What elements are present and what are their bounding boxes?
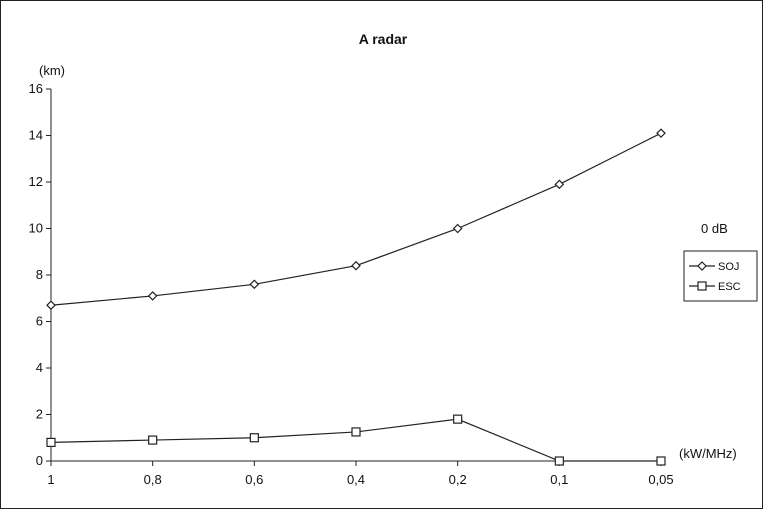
x-tick-label: 0,6 [245,472,263,487]
y-axis-label: (km) [39,63,65,78]
data-point [554,179,565,190]
y-tick-label: 10 [29,221,43,236]
x-tick-label: 0,1 [550,472,568,487]
data-point [452,223,463,234]
data-point [249,433,259,443]
data-point [249,279,260,290]
x-tick-label: 0,05 [648,472,673,487]
series-line-soj [50,132,662,306]
chart-title: A radar [359,31,408,47]
data-point [656,128,666,139]
annotation-label: 0 dB [701,221,728,236]
y-tick-label: 0 [36,453,43,468]
x-tick-label: 0,4 [347,472,365,487]
data-point [554,456,564,466]
series-line-esc [50,418,661,462]
y-tick-label: 14 [29,128,43,143]
data-point [656,456,666,466]
legend-label: SOJ [718,261,739,273]
legend-marker [697,281,707,291]
y-ticks: 0 2 4 6 8 10 12 14 16 [29,81,51,468]
data-point [351,260,361,271]
x-tick-label: 0,8 [144,472,162,487]
x-ticks: 1 0,8 0,6 0,4 0,2 0,1 0,05 [47,461,674,487]
x-axis-label: (kW/MHz) [679,446,737,461]
data-point [351,427,361,437]
x-tick-label: 0,2 [449,472,467,487]
legend-label: ESC [718,281,741,293]
x-tick-label: 1 [47,472,54,487]
y-tick-label: 4 [36,360,43,375]
data-point [46,437,56,447]
series-group [46,128,666,466]
series-esc [46,414,666,466]
legend-box [683,250,758,302]
series-soj [46,128,666,311]
data-point [453,414,463,424]
y-tick-label: 12 [29,174,43,189]
y-tick-label: 2 [36,407,43,422]
y-tick-label: 16 [29,81,43,96]
y-tick-label: 6 [36,314,43,329]
y-tick-label: 8 [36,267,43,282]
data-point [147,291,158,301]
legend: SOJ ESC [683,250,758,302]
legend-marker [697,261,707,271]
data-point [46,300,56,311]
data-point [148,435,158,445]
